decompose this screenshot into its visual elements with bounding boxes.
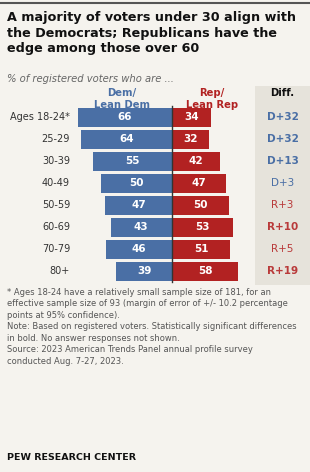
Bar (81, 130, 172, 149)
Text: 47: 47 (192, 178, 206, 188)
FancyBboxPatch shape (255, 86, 310, 285)
Text: D+32: D+32 (267, 135, 299, 144)
Bar (172, 108, 211, 127)
Text: D+32: D+32 (267, 112, 299, 123)
Text: D+3: D+3 (271, 178, 294, 188)
Text: 50: 50 (129, 178, 144, 188)
Bar (172, 174, 226, 193)
Bar (106, 240, 172, 259)
Text: 42: 42 (189, 157, 203, 167)
Text: R+3: R+3 (271, 201, 294, 211)
Bar (93, 152, 172, 171)
Text: Dem/
Lean Dem: Dem/ Lean Dem (94, 88, 150, 110)
Text: % of registered voters who are ...: % of registered voters who are ... (7, 74, 174, 84)
Bar (172, 240, 230, 259)
Text: Ages 18-24*: Ages 18-24* (10, 112, 70, 123)
Bar (172, 196, 229, 215)
Text: 40-49: 40-49 (42, 178, 70, 188)
Text: 43: 43 (134, 222, 148, 233)
Text: A majority of voters under 30 align with
the Democrats; Republicans have the
edg: A majority of voters under 30 align with… (7, 11, 296, 55)
Text: 53: 53 (195, 222, 210, 233)
Text: Rep/
Lean Rep: Rep/ Lean Rep (186, 88, 238, 110)
Text: 66: 66 (117, 112, 132, 123)
Bar (100, 174, 172, 193)
Text: Diff.: Diff. (270, 88, 294, 98)
Text: 55: 55 (126, 157, 140, 167)
Text: PEW RESEARCH CENTER: PEW RESEARCH CENTER (7, 453, 136, 462)
Text: R+19: R+19 (267, 267, 298, 277)
Text: 46: 46 (132, 244, 146, 254)
Text: 50: 50 (193, 201, 208, 211)
Text: 64: 64 (119, 135, 134, 144)
Text: 70-79: 70-79 (42, 244, 70, 254)
Bar (172, 218, 232, 237)
Text: 34: 34 (184, 112, 199, 123)
Bar (172, 130, 209, 149)
Text: 80+: 80+ (50, 267, 70, 277)
Text: D+13: D+13 (267, 157, 299, 167)
Text: R+5: R+5 (271, 244, 294, 254)
Text: 60-69: 60-69 (42, 222, 70, 233)
Text: 25-29: 25-29 (42, 135, 70, 144)
Text: 50-59: 50-59 (42, 201, 70, 211)
Bar (172, 152, 220, 171)
Text: * Ages 18-24 have a relatively small sample size of 181, for an
effective sample: * Ages 18-24 have a relatively small sam… (7, 288, 297, 366)
Bar (111, 218, 172, 237)
Text: 39: 39 (137, 267, 151, 277)
Text: 58: 58 (198, 267, 212, 277)
Bar (116, 262, 172, 281)
Bar (105, 196, 172, 215)
Text: 51: 51 (194, 244, 208, 254)
Bar (172, 262, 238, 281)
Bar (78, 108, 172, 127)
Text: R+10: R+10 (267, 222, 298, 233)
Text: 32: 32 (183, 135, 197, 144)
Text: 30-39: 30-39 (42, 157, 70, 167)
Text: 47: 47 (131, 201, 146, 211)
